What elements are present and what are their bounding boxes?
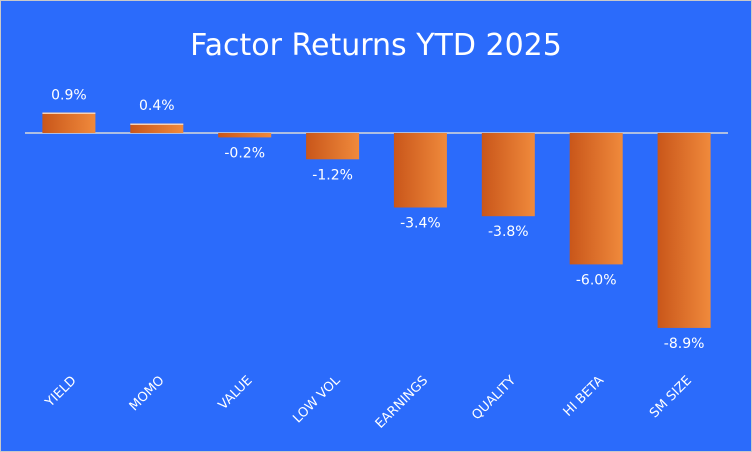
bar-momo (130, 124, 184, 133)
bar-sm-size (657, 133, 711, 328)
bar-quality (481, 133, 535, 217)
category-label: QUALITY (469, 373, 519, 423)
bar-low-vol (306, 133, 360, 160)
category-label: LOW VOL (290, 373, 344, 427)
bar-earnings (393, 133, 447, 208)
data-label: 0.4% (139, 98, 175, 114)
data-label: -0.2% (224, 145, 265, 161)
data-label: -3.8% (488, 224, 529, 240)
data-labels-group: 0.9% 0.4% -0.2% -1.2% -3.4% -3.8% -6.0% -8.9% (51, 87, 704, 352)
category-label: SM SIZE (647, 373, 695, 421)
category-label: VALUE (216, 373, 256, 413)
data-label: -3.4% (400, 216, 441, 232)
bar-hi-beta (569, 133, 623, 265)
category-label: HI BETA (561, 373, 608, 420)
data-label: -6.0% (576, 272, 617, 288)
category-label: MOMO (127, 373, 168, 414)
bars-group (42, 112, 711, 328)
chart-title: Factor Returns YTD 2025 (190, 28, 562, 63)
data-label: 0.9% (51, 87, 87, 103)
bar-value (218, 133, 272, 138)
data-label: -1.2% (312, 167, 353, 183)
category-label: YIELD (42, 373, 80, 411)
bar-yield (42, 113, 96, 133)
category-labels-group: YIELD MOMO VALUE LOW VOL EARNINGS QUALITY HI B… (42, 373, 695, 432)
data-label: -8.9% (664, 336, 705, 352)
category-label: EARNINGS (373, 373, 432, 432)
